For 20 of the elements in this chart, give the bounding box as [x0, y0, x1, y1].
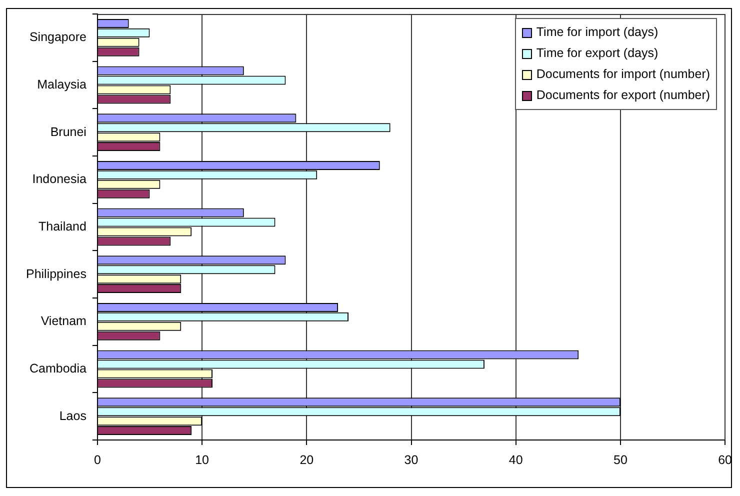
y-tick-label: Malaysia — [37, 77, 86, 92]
x-tick-label: 40 — [508, 452, 523, 467]
legend-label: Documents for import (number) — [536, 66, 710, 83]
legend-label: Documents for export (number) — [536, 87, 710, 104]
legend-label: Time for export (days) — [536, 45, 658, 62]
legend-label: Time for import (days) — [536, 24, 658, 41]
y-tick-label: Singapore — [29, 30, 86, 44]
x-tick-label: 60 — [718, 452, 732, 467]
y-tick-label: Philippines — [26, 266, 86, 281]
y-tick-label: Brunei — [50, 124, 86, 139]
y-tick-label: Laos — [59, 408, 86, 423]
x-tick-label: 0 — [94, 452, 101, 467]
x-tick-label: 50 — [613, 452, 628, 467]
y-tick-label: Vietnam — [40, 314, 86, 328]
y-tick-label: Indonesia — [32, 172, 86, 186]
y-tick-label: Cambodia — [29, 361, 86, 376]
x-tick-label: 10 — [195, 452, 210, 467]
x-tick-label: 20 — [300, 452, 314, 467]
y-tick-label: Thailand — [38, 219, 86, 234]
x-tick-label: 30 — [404, 452, 418, 467]
